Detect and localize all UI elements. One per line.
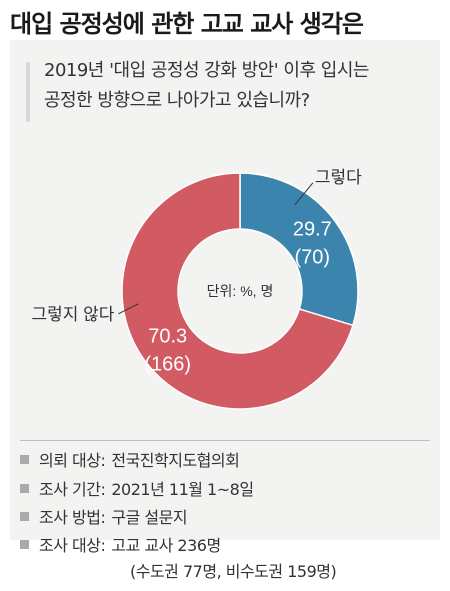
- unit-label: 단위: %, 명: [207, 283, 274, 299]
- bullet-square-icon: [20, 512, 29, 521]
- question-line-2: 공정한 방향으로 나아가고 있습니까?: [44, 90, 310, 111]
- source-label: 의뢰 대상: [39, 451, 101, 470]
- source-value: 고교 교사 236명: [111, 536, 221, 555]
- callout-line: [118, 303, 139, 315]
- source-row: 조사 대상: 고교 교사 236명: [20, 532, 221, 556]
- source-label: 조사 기간: [39, 480, 101, 499]
- question-accent-bar: [26, 62, 30, 122]
- callout-line: [294, 182, 314, 206]
- slice-category-label: 그렇지 않다: [31, 305, 114, 324]
- slice-count-label: (166): [144, 354, 191, 376]
- source-value: 2021년 11월 1~8일: [111, 480, 254, 499]
- survey-source-info: 의뢰 대상: 전국진학지도협의회 조사 기간: 2021년 11월 1~8일 조사 …: [20, 440, 430, 591]
- bullet-square-icon: [20, 484, 29, 493]
- source-row: 조사 방법: 구글 설문지: [20, 504, 188, 528]
- source-label: 조사 대상: [39, 536, 101, 555]
- source-subnote: (수도권 77명, 비수도권 159명): [130, 562, 337, 581]
- source-row: 의뢰 대상: 전국진학지도협의회: [20, 447, 240, 471]
- source-label: 조사 방법: [39, 508, 101, 527]
- bullet-square-icon: [20, 540, 29, 549]
- chart-panel: 2019년 '대입 공정성 강화 방안' 이후 입시는 공정한 방향으로 나아가…: [10, 40, 440, 581]
- donut-slice: [239, 172, 359, 327]
- question-line-1: 2019년 '대입 공정성 강화 방안' 이후 입시는: [44, 60, 369, 81]
- source-value: 구글 설문지: [111, 508, 188, 527]
- chart-title: 대입 공정성에 관한 고교 교사 생각은: [10, 10, 364, 38]
- donut-slice: [121, 172, 354, 410]
- slice-value-label: 29.7: [293, 218, 332, 240]
- slice-count-label: (70): [295, 246, 331, 268]
- source-value: 전국진학지도협의회: [111, 451, 240, 470]
- slice-category-label: 그렇다: [315, 168, 362, 187]
- slice-value-label: 70.3: [148, 326, 187, 348]
- bullet-square-icon: [20, 455, 29, 464]
- survey-question: 2019년 '대입 공정성 강화 방안' 이후 입시는 공정한 방향으로 나아가…: [44, 56, 434, 116]
- source-row: 조사 기간: 2021년 11월 1~8일: [20, 476, 254, 500]
